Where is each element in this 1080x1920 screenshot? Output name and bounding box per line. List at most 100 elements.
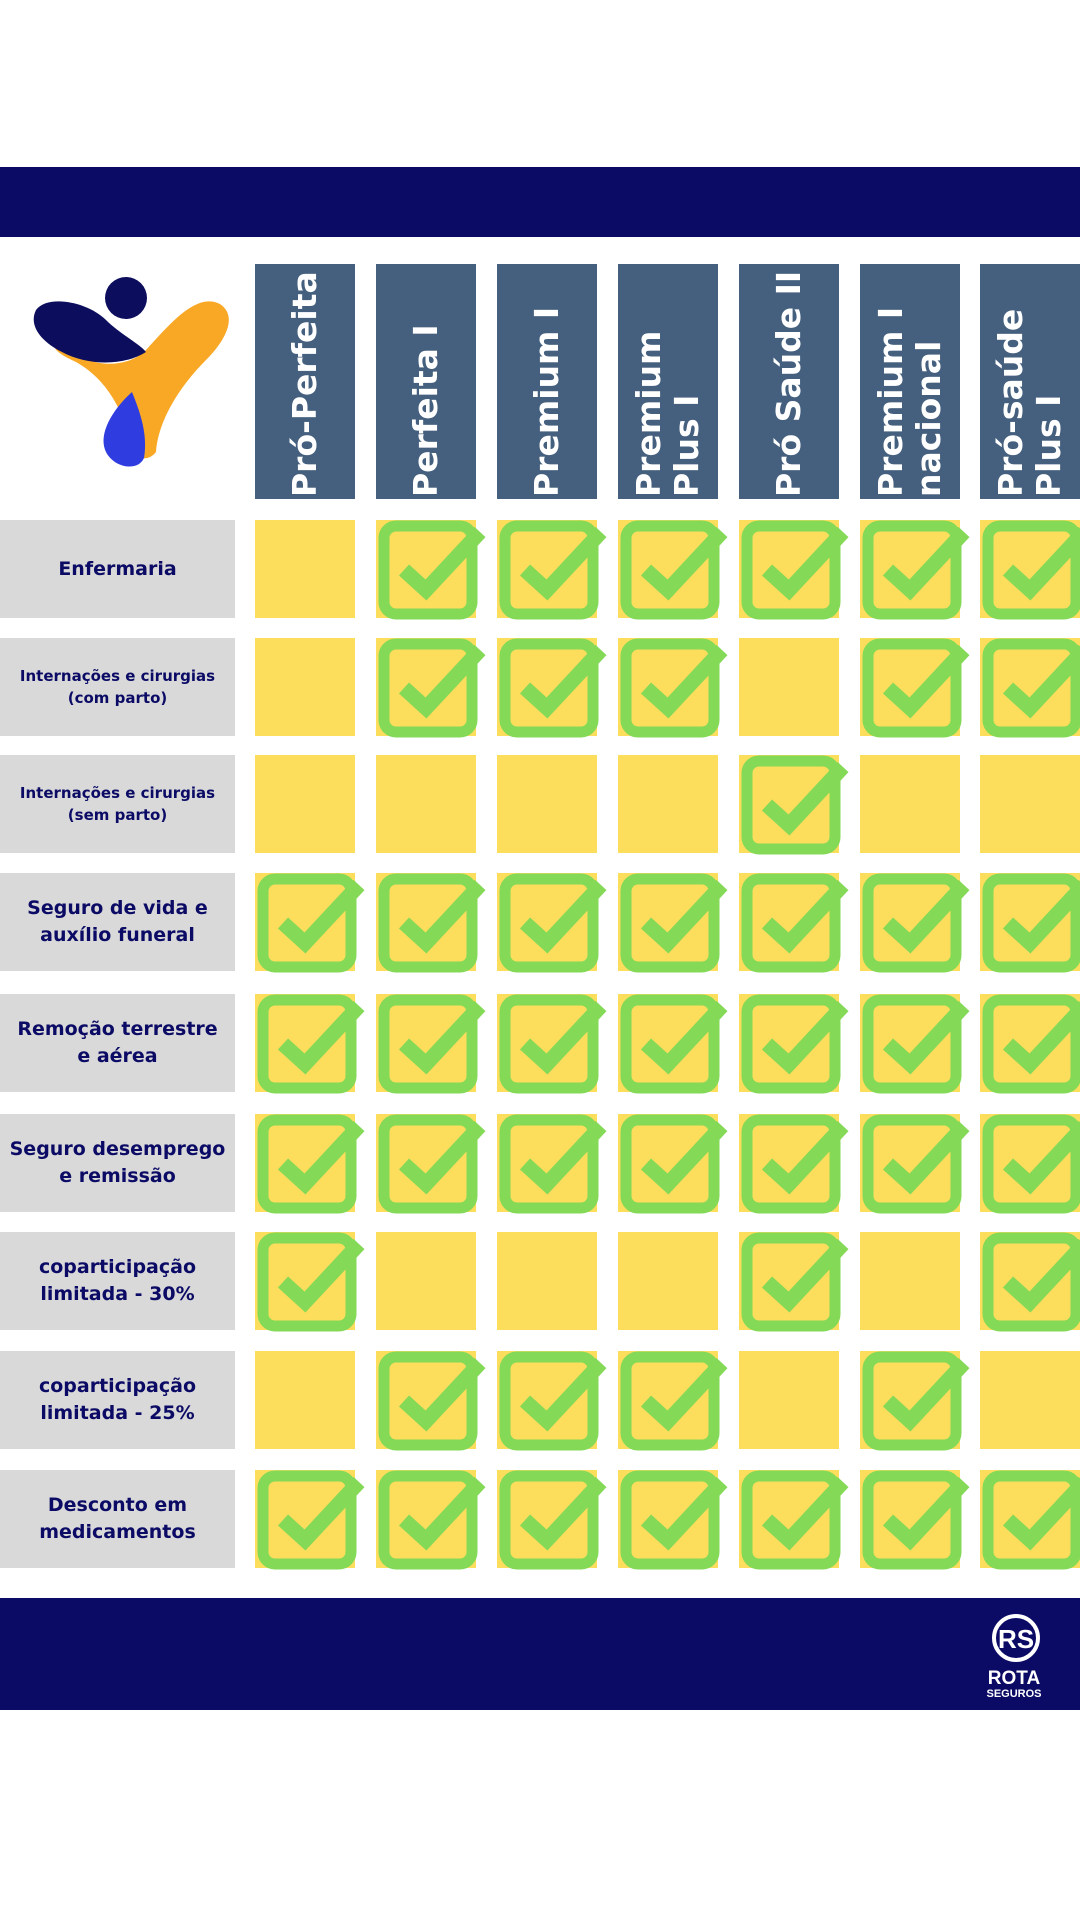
feature-label: Remoção terrestre e aérea [0,994,235,1092]
check-icon [741,1470,849,1570]
plan-name: Pró Saúde II [769,270,808,497]
check-icon [862,520,970,620]
rota-seguros-logo: RS ROTA SEGUROS [986,1614,1042,1700]
feature-cell [376,755,476,853]
feature-label: Internações e cirurgias (com parto) [0,638,235,736]
check-icon [982,1470,1080,1570]
check-icon [257,1232,365,1332]
feature-cell [618,1114,728,1214]
feature-cell [618,994,728,1094]
check-icon [862,1114,970,1214]
feature-cell [255,994,365,1094]
check-icon [862,1351,970,1451]
feature-cell [739,520,849,620]
check-icon [862,1470,970,1570]
check-icon [499,994,607,1094]
feature-cell [980,1114,1080,1214]
check-icon [741,520,849,620]
plan-header: Premium I [497,264,597,499]
feature-cell [980,1351,1080,1449]
feature-cell [860,1114,970,1214]
check-icon [741,1232,849,1332]
feature-cell [739,638,839,736]
check-icon [378,520,486,620]
plan-name: Pró-saúde Plus I [991,308,1068,497]
check-icon [499,520,607,620]
feature-cell [376,994,486,1094]
feature-cell [255,520,355,618]
check-icon [378,638,486,738]
plan-header: Perfeita I [376,264,476,499]
check-icon [499,638,607,738]
feature-cell [255,1351,355,1449]
check-icon [378,1351,486,1451]
check-icon [741,1114,849,1214]
feature-cell [255,755,355,853]
feature-cell [860,755,960,853]
feature-cell [618,1351,728,1451]
feature-cell [739,1470,849,1570]
check-icon [741,755,849,855]
feature-cell [860,873,970,973]
check-icon [378,873,486,973]
check-icon [982,1114,1080,1214]
check-icon [982,1232,1080,1332]
company-logo [33,277,229,467]
check-icon [257,873,365,973]
feature-cell [618,638,728,738]
check-icon [257,1470,365,1570]
check-icon [378,994,486,1094]
check-icon [982,873,1080,973]
feature-cell [860,520,970,620]
feature-cell [739,1114,849,1214]
feature-label: Seguro desemprego e remissão [0,1114,235,1212]
feature-cell [376,873,486,973]
feature-cell [376,1470,486,1570]
feature-label: Enfermaria [0,520,235,618]
feature-cell [980,638,1080,738]
plan-header: Premium Plus I [618,264,718,499]
top-banner [0,167,1080,237]
check-icon [257,994,365,1094]
feature-cell [618,1232,718,1330]
feature-cell [497,1114,607,1214]
check-icon [620,1114,728,1214]
feature-cell [255,1232,365,1332]
feature-cell [376,1351,486,1451]
check-icon [741,873,849,973]
check-icon [499,873,607,973]
feature-cell [739,873,849,973]
check-icon [620,520,728,620]
feature-cell [980,873,1080,973]
plan-header: Pró Saúde II [739,264,839,499]
plan-name: Premium I nacional [871,306,948,497]
feature-cell [497,994,607,1094]
feature-cell [980,520,1080,620]
feature-cell [980,1232,1080,1332]
check-icon [620,1351,728,1451]
feature-cell [497,755,597,853]
feature-label: coparticipação limitada - 30% [0,1232,235,1330]
feature-cell [739,755,849,855]
check-icon [499,1114,607,1214]
feature-cell [618,873,728,973]
plan-name: Perfeita I [406,323,445,497]
plan-name: Premium I [527,306,566,497]
check-icon [620,1470,728,1570]
feature-cell [255,638,355,736]
check-icon [982,994,1080,1094]
check-icon [862,994,970,1094]
feature-cell [497,1351,607,1451]
feature-cell [860,638,970,738]
feature-cell [255,1114,365,1214]
bottom-banner [0,1598,1080,1710]
feature-cell [618,755,718,853]
check-icon [741,994,849,1094]
check-icon [620,638,728,738]
feature-cell [255,1470,365,1570]
feature-cell [376,1232,476,1330]
check-icon [862,873,970,973]
plan-name: Pró-Perfeita [285,270,324,497]
feature-cell [860,1470,970,1570]
feature-cell [497,638,607,738]
